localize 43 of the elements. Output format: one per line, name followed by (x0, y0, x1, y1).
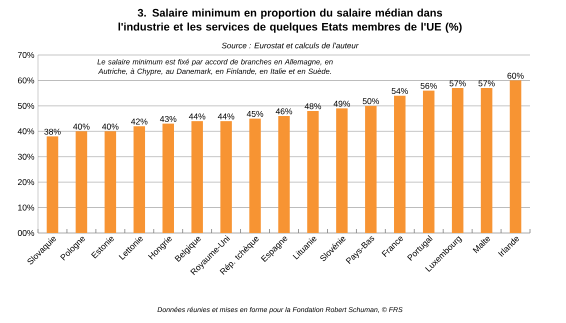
data-label: 40% (102, 124, 119, 130)
bar (76, 131, 88, 233)
data-label: 49% (334, 100, 350, 107)
data-label: 44% (218, 113, 234, 120)
bar (394, 96, 406, 233)
bar (162, 124, 174, 233)
bar (191, 121, 203, 233)
bar (365, 106, 377, 233)
bar (452, 88, 464, 233)
bar (422, 90, 434, 233)
data-label: 54% (392, 88, 408, 94)
bar (104, 131, 116, 233)
data-label: 56% (420, 82, 437, 89)
y-tick-label: 60% (18, 77, 34, 84)
bar (46, 136, 58, 233)
y-tick-label: 10% (18, 204, 34, 211)
bar (336, 108, 348, 233)
data-label: 42% (131, 118, 148, 125)
data-label: 44% (188, 113, 206, 120)
y-tick-label: 70% (18, 52, 34, 58)
y-tick-label: 30% (18, 154, 34, 160)
y-tick-label: 50% (18, 102, 34, 109)
data-label: 50% (362, 98, 380, 104)
data-label: 48% (304, 103, 322, 110)
bar (220, 121, 232, 233)
chart-title: 3. Salaire minimum en proportion du salaire médian dans l'industrie et les services de quelques Etats membres de l'UE (%) (118, 8, 462, 33)
bar (278, 116, 290, 233)
y-tick-label: 40% (18, 128, 34, 134)
bar (510, 80, 522, 233)
bar (249, 118, 261, 233)
data-label: 46% (276, 108, 292, 114)
bar (480, 88, 492, 233)
data-label: 43% (160, 116, 176, 122)
data-label: 57% (450, 80, 466, 86)
data-label: 38% (44, 128, 61, 135)
bar (307, 110, 319, 233)
data-label: 40% (73, 124, 90, 130)
y-tick-label: 20% (18, 179, 34, 186)
data-label: 60% (508, 72, 524, 79)
bar (134, 126, 146, 233)
data-label: 57% (478, 80, 495, 86)
y-tick-label: 00% (18, 230, 34, 236)
data-label: 45% (246, 110, 264, 117)
